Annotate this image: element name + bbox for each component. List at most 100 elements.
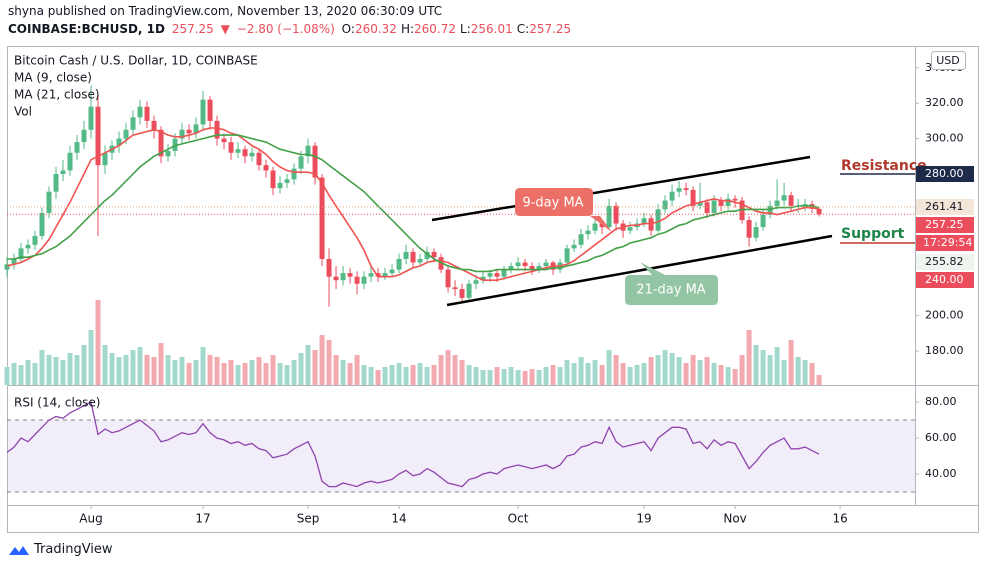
volume-bar xyxy=(158,343,164,385)
volume-bar xyxy=(361,365,367,385)
x-tick-label: 19 xyxy=(636,512,651,526)
volume-bar xyxy=(368,367,374,385)
volume-bar xyxy=(704,357,710,385)
price-label: 257.25 xyxy=(925,218,964,231)
candle-body xyxy=(235,149,241,153)
symbol-line: COINBASE:BCHUSD, 1D 257.25 ▼ −2.80 (−1.0… xyxy=(8,22,578,36)
candle-body xyxy=(746,220,752,238)
candle-body xyxy=(319,177,325,259)
candle-body xyxy=(410,251,416,263)
candle-body xyxy=(228,142,234,153)
volume-bar xyxy=(382,367,388,385)
volume-bar xyxy=(88,330,94,385)
candle-body xyxy=(263,165,269,171)
chart: 9-day MA 21-day MA Resistance Support Bi… xyxy=(4,46,979,533)
candle-body xyxy=(536,266,542,270)
candle-body xyxy=(585,230,591,235)
candle-body xyxy=(788,195,794,206)
candle-body xyxy=(158,129,164,157)
volume-bar xyxy=(557,367,563,385)
volume-bar xyxy=(466,365,472,385)
volume-bar xyxy=(172,360,178,385)
candle-body xyxy=(242,149,248,157)
volume-bar xyxy=(676,357,682,385)
candle-body xyxy=(417,258,423,263)
volume-bar xyxy=(200,347,206,385)
rsi-legend: RSI (14, close) xyxy=(14,396,100,410)
candle-body xyxy=(627,227,633,231)
candle-body xyxy=(676,188,682,192)
candle-body xyxy=(74,142,80,153)
candle-body xyxy=(452,287,458,290)
volume-bar xyxy=(459,360,465,385)
ohlc-value: 257.25 xyxy=(529,22,572,36)
volume-bar xyxy=(11,363,17,385)
candle-body xyxy=(403,251,409,259)
volume-bar xyxy=(424,367,430,385)
price-label-box xyxy=(916,199,974,215)
candle-body xyxy=(802,204,808,206)
volume-bar xyxy=(438,355,444,385)
volume-bar xyxy=(529,369,535,385)
price-label-box xyxy=(916,272,974,288)
volume-bar xyxy=(669,353,675,385)
volume-bar xyxy=(410,365,416,385)
candle-body xyxy=(529,266,535,270)
volume-bar xyxy=(487,370,493,385)
chart-title: Bitcoin Cash / U.S. Dollar, 1D, COINBASE xyxy=(14,54,258,68)
legend-entry: MA (9, close) xyxy=(14,71,92,85)
candle-body xyxy=(571,244,577,249)
candle-body xyxy=(165,150,171,157)
candle-body xyxy=(25,244,31,249)
countdown: 17:29:54 xyxy=(923,236,972,249)
currency-box[interactable] xyxy=(931,51,966,70)
volume-bar xyxy=(270,355,276,385)
volume-bar xyxy=(95,300,101,385)
volume-bar xyxy=(403,367,409,385)
ma-line xyxy=(7,134,820,273)
rsi-tick-label: 80.00 xyxy=(925,395,957,408)
volume-bar xyxy=(473,367,479,385)
volume-bar xyxy=(354,355,360,385)
rsi-band xyxy=(8,420,915,493)
candle-body xyxy=(725,198,731,206)
candle-body xyxy=(151,120,157,130)
publish-line: shyna published on TradingView.com, Nove… xyxy=(8,4,443,18)
volume-bar xyxy=(711,363,717,385)
candle-body xyxy=(130,117,136,130)
volume-bar xyxy=(228,360,234,385)
volume-bar xyxy=(697,360,703,385)
candle-body xyxy=(347,273,353,277)
candle-body xyxy=(522,262,528,267)
candle-body xyxy=(732,198,738,201)
candle-body xyxy=(655,209,661,231)
candle-body xyxy=(4,264,10,270)
volume-bar xyxy=(718,365,724,385)
candle-body xyxy=(32,235,38,245)
rsi-tick-label: 40.00 xyxy=(925,467,957,480)
price-label-box xyxy=(916,254,974,270)
candle-body xyxy=(326,258,332,277)
volume-bar xyxy=(592,360,598,385)
candle-body xyxy=(774,200,780,206)
volume-bar xyxy=(18,365,24,385)
volume-bar xyxy=(774,347,780,385)
candle-body xyxy=(606,205,612,228)
volume-bar xyxy=(256,357,262,385)
candle-body xyxy=(221,138,227,143)
volume-bar xyxy=(585,363,591,385)
volume-bar xyxy=(242,363,248,385)
candle-body xyxy=(186,129,192,134)
ma-line xyxy=(6,127,820,282)
volume-bar xyxy=(662,350,668,385)
volume-bar xyxy=(137,347,143,385)
ohlc-value: 256.01 xyxy=(470,22,513,36)
volume-bar xyxy=(753,345,759,385)
candle-body xyxy=(53,174,59,192)
volume-bar xyxy=(186,363,192,385)
volume-bar xyxy=(613,355,619,385)
candle-body xyxy=(704,202,710,213)
footer: TradingView xyxy=(8,542,113,557)
y-tick-label: 200.00 xyxy=(925,309,964,322)
volume-bar xyxy=(263,363,269,385)
